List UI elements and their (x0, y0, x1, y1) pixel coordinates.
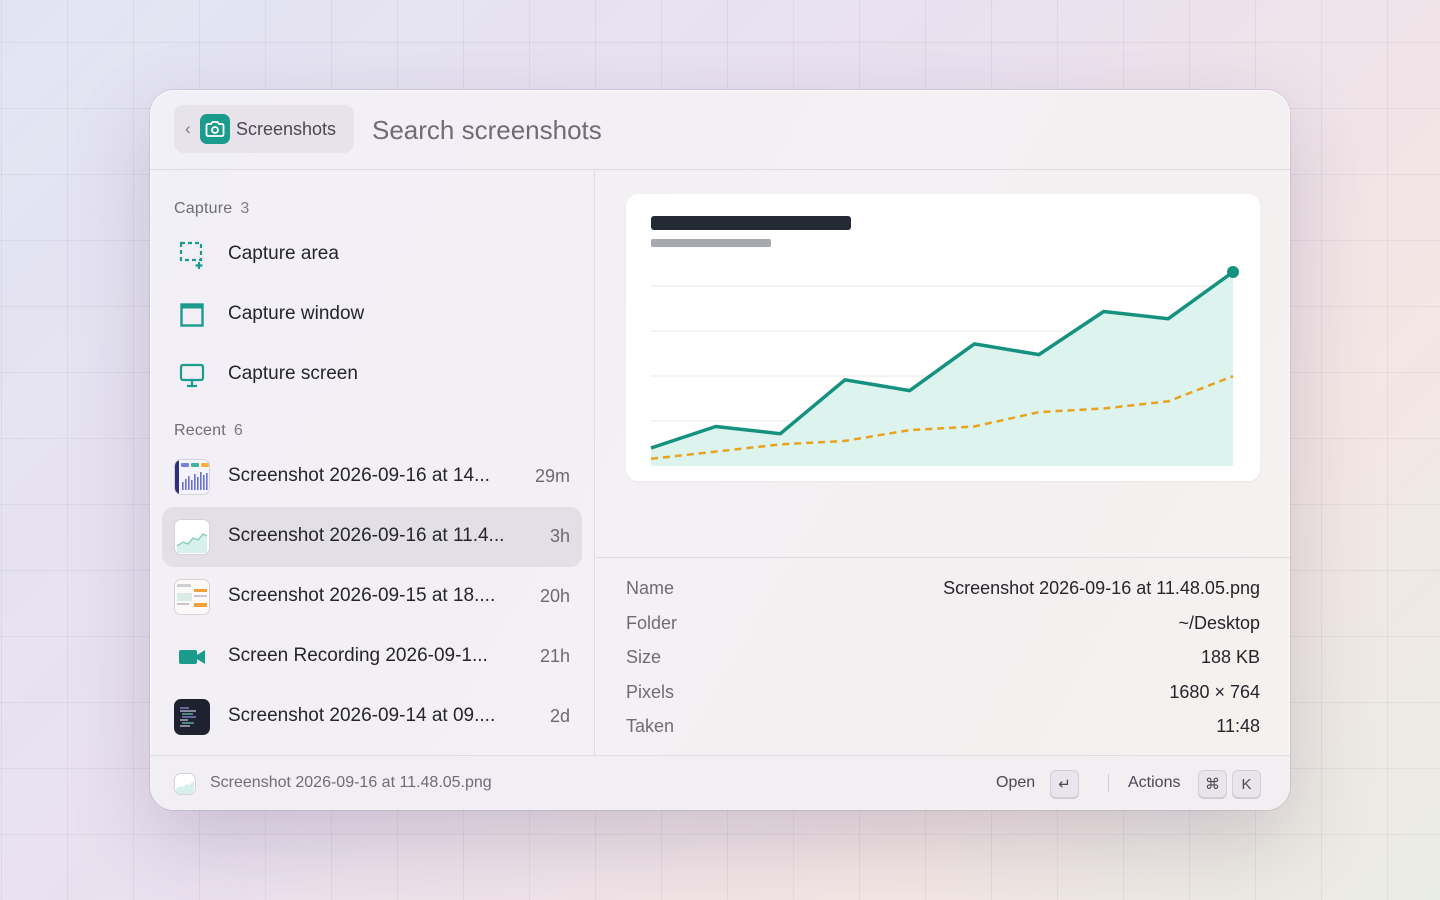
list-item-capture-screen[interactable]: Capture screen (162, 345, 582, 405)
list-item-age: 21h (539, 646, 570, 666)
list-item-title: Screenshot 2026-09-14 at 09.... (228, 705, 496, 726)
metadata-key: Pixels (626, 682, 675, 702)
metadata-key: Taken (626, 716, 675, 736)
capture-window-icon (174, 297, 210, 333)
selected-file-name: Screenshot 2026-09-16 at 11.48.05.png (210, 774, 492, 791)
search-input[interactable] (372, 112, 1252, 148)
preview-endpoint-marker (1227, 266, 1239, 278)
video-camera-icon (174, 639, 210, 675)
list-item-title: Screenshot 2026-09-16 at 14... (228, 465, 490, 486)
metadata-value: Screenshot 2026-09-16 at 11.48.05.png (943, 578, 1260, 598)
preview-primary-line (650, 270, 1235, 450)
preview-subtitle-placeholder (651, 239, 771, 247)
extension-back-chip[interactable]: ‹ Screenshots (174, 105, 354, 153)
capture-area-icon (174, 237, 210, 273)
k-key-hint: K (1232, 770, 1261, 798)
metadata-row-name: Name Screenshot 2026-09-16 at 11.48.05.p… (626, 578, 1260, 602)
selected-file-thumbnail (174, 773, 196, 795)
metadata-table: Name Screenshot 2026-09-16 at 11.48.05.p… (596, 557, 1290, 736)
list-item-recent[interactable]: Screenshot 2026-09-16 at 14... 29m (162, 447, 582, 507)
launcher-window: ‹ Screenshots Capture 3 Capture area (150, 90, 1290, 810)
metadata-key: Name (626, 578, 675, 598)
list-item-title: Capture screen (228, 363, 358, 384)
list-item-age: 3h (549, 526, 570, 546)
command-key-hint: ⌘ (1198, 770, 1227, 798)
list-item-recent[interactable]: Screen Recording 2026-09-1... 21h (162, 627, 582, 687)
code-editor-thumbnail (174, 699, 210, 735)
camera-icon (200, 114, 230, 144)
list-item-recent[interactable]: Screenshot 2026-09-14 at 09.... 2d (162, 687, 582, 747)
section-count: 6 (233, 422, 244, 439)
metadata-value: 11:48 (1216, 716, 1260, 736)
list-item-title: Screen Recording 2026-09-1... (228, 645, 488, 666)
list-item-recent[interactable]: Screenshot 2026-09-15 at 18.... 20h (162, 567, 582, 627)
dashboard-thumbnail (174, 579, 210, 615)
section-header-capture: Capture 3 (174, 200, 249, 218)
detail-panel: Name Screenshot 2026-09-16 at 11.48.05.p… (596, 170, 1290, 755)
chevron-left-icon[interactable]: ‹ (185, 119, 191, 138)
search-bar: ‹ Screenshots (150, 90, 1290, 170)
metadata-row-size: Size 188 KB (626, 647, 1260, 671)
bar-chart-thumbnail (174, 459, 210, 495)
actions-button[interactable]: Actions (1128, 774, 1181, 791)
results-list: Capture 3 Capture area Capture window (150, 170, 595, 755)
capture-screen-icon (174, 357, 210, 393)
action-bar: Screenshot 2026-09-16 at 11.48.05.png Op… (150, 755, 1290, 810)
section-header-recent: Recent 6 (174, 422, 243, 440)
list-item-age: 2d (549, 706, 570, 726)
preview-secondary-line (650, 375, 1234, 461)
extension-name: Screenshots (236, 119, 337, 139)
list-item-title: Capture area (228, 243, 339, 264)
metadata-value: 188 KB (1200, 647, 1260, 667)
return-key-hint: ↵ (1050, 770, 1079, 798)
metadata-key: Size (626, 647, 662, 667)
area-chart-thumbnail (174, 519, 210, 555)
section-title: Capture (174, 200, 233, 217)
metadata-row-pixels: Pixels 1680 × 764 (626, 682, 1260, 706)
screenshot-preview (626, 194, 1260, 481)
list-item-title: Capture window (228, 303, 365, 324)
list-item-capture-window[interactable]: Capture window (162, 285, 582, 345)
section-title: Recent (174, 422, 226, 439)
list-item-title: Screenshot 2026-09-15 at 18.... (228, 585, 496, 606)
open-action-button[interactable]: Open (996, 774, 1036, 791)
list-item-age: 20h (539, 586, 570, 606)
section-count: 3 (240, 200, 250, 217)
list-item-age: 29m (534, 466, 570, 486)
metadata-row-taken: Taken 11:48 (626, 716, 1260, 740)
list-item-capture-area[interactable]: Capture area (162, 225, 582, 285)
list-item-recent-selected[interactable]: Screenshot 2026-09-16 at 11.4... 3h (162, 507, 582, 567)
metadata-row-folder: Folder ~/Desktop (626, 613, 1260, 637)
footer-separator (1108, 774, 1109, 792)
preview-chart (650, 216, 1239, 466)
metadata-value: ~/Desktop (1178, 613, 1260, 633)
metadata-key: Folder (626, 613, 678, 633)
list-item-title: Screenshot 2026-09-16 at 11.4... (228, 525, 505, 546)
metadata-value: 1680 × 764 (1169, 682, 1260, 702)
preview-title-placeholder (651, 216, 851, 230)
